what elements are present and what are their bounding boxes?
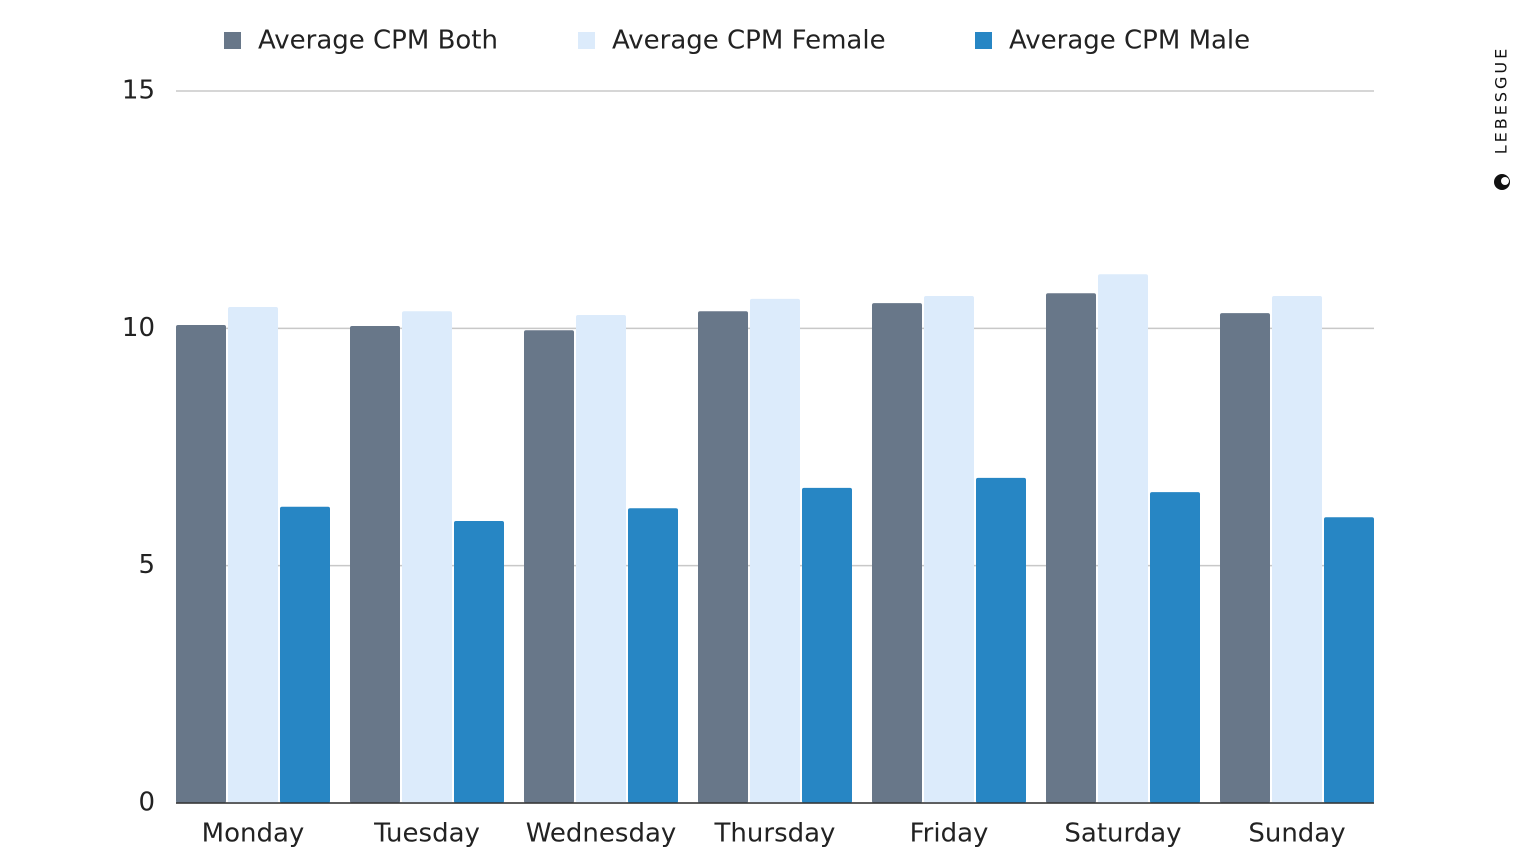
x-tick-label: Thursday <box>714 819 836 849</box>
x-tick-label: Sunday <box>1248 819 1345 849</box>
bar <box>280 506 330 803</box>
bar <box>1220 313 1270 803</box>
y-tick-label: 10 <box>122 313 155 343</box>
bar <box>454 521 504 803</box>
y-tick-label: 5 <box>138 550 155 580</box>
bar <box>802 487 852 803</box>
bar <box>1150 492 1200 803</box>
legend-label: Average CPM Both <box>258 26 498 56</box>
logo-inner <box>1501 177 1509 185</box>
bar <box>872 303 922 803</box>
legend-label: Average CPM Male <box>1009 26 1250 56</box>
x-tick-label: Saturday <box>1064 819 1181 849</box>
x-tick-label: Tuesday <box>373 819 480 849</box>
x-tick-label: Monday <box>202 819 305 849</box>
bar <box>1272 296 1322 803</box>
watermark: LEBESGUE <box>1492 46 1511 154</box>
bar <box>176 325 226 803</box>
bar <box>628 508 678 803</box>
y-tick-label: 15 <box>122 76 155 106</box>
x-tick-label: Wednesday <box>526 819 677 849</box>
legend-label: Average CPM Female <box>612 26 886 56</box>
bar <box>1046 293 1096 803</box>
legend-swatch <box>578 32 595 49</box>
legend-swatch <box>224 32 241 49</box>
bar <box>1324 517 1374 803</box>
bar <box>524 330 574 803</box>
bar <box>1098 274 1148 804</box>
bar <box>698 311 748 803</box>
bar <box>924 296 974 803</box>
bar <box>576 315 626 803</box>
legend-swatch <box>975 32 992 49</box>
y-tick-label: 0 <box>138 788 155 818</box>
bar <box>350 325 400 803</box>
bar <box>402 311 452 803</box>
bar <box>976 477 1026 803</box>
x-tick-label: Friday <box>910 819 989 849</box>
bar <box>750 298 800 803</box>
bar <box>228 306 278 803</box>
